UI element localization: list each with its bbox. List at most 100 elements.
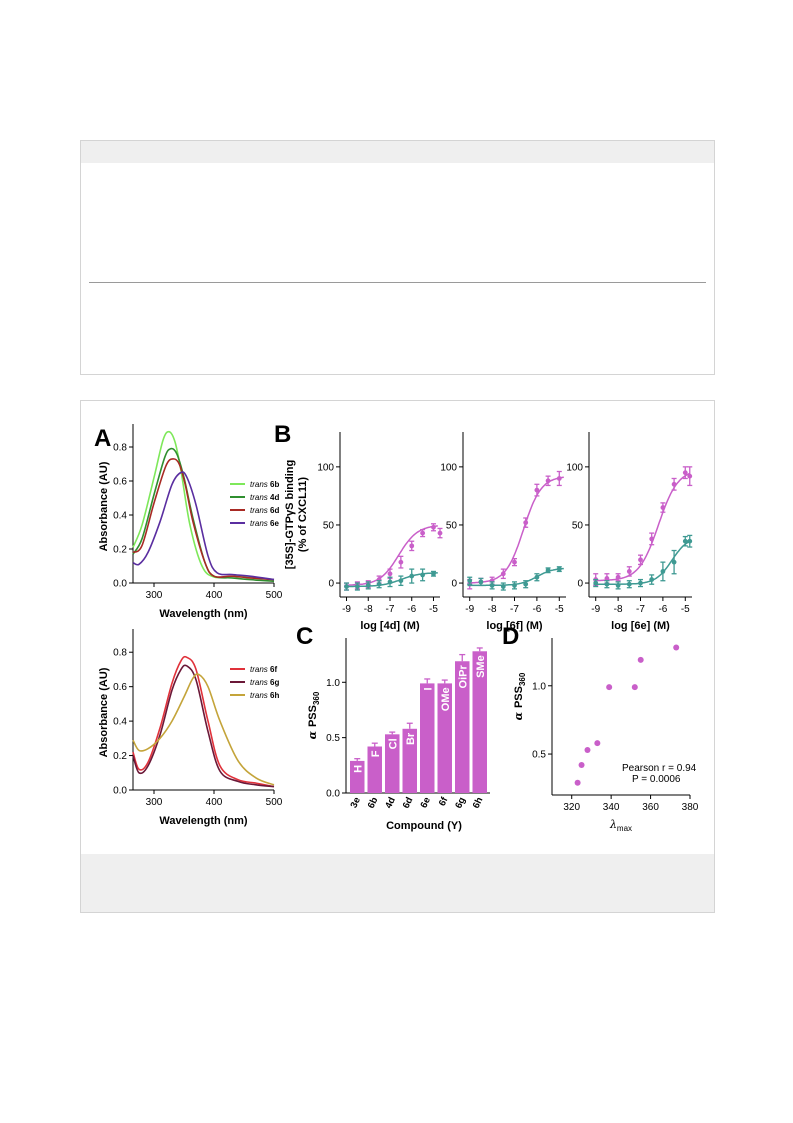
binding-chart-B3: 0 50 100 -9 -8 -7 -6 -5 log [6e] (M) — [566, 432, 693, 632]
data-point — [545, 567, 551, 573]
x-tick-label: -5 — [555, 604, 564, 615]
bar-substituent-label: OMe — [440, 687, 452, 711]
y-tick-label: 50 — [323, 520, 335, 531]
data-point — [615, 574, 621, 580]
bar-6h — [472, 651, 487, 793]
legend-label-4d: trans 4d — [250, 493, 279, 502]
x-axis-title: log [4d] (M) — [360, 620, 420, 632]
x-tick-label: -7 — [510, 604, 519, 615]
data-point — [593, 580, 599, 586]
spectrum-chart-A-top: 0.0 0.2 0.4 0.6 0.8 300 400 500 Wavelength (nm) A… — [98, 424, 283, 620]
data-point — [365, 582, 371, 588]
y-tick-label: 0.8 — [113, 443, 127, 454]
y-tick-label: 0.8 — [113, 648, 127, 659]
spectrum-line-6e — [132, 471, 275, 581]
y-tick-label: 0.6 — [113, 477, 127, 488]
bar-substituent-label: I — [422, 687, 434, 690]
spectrum-line-6d — [132, 458, 275, 581]
pearson-r-label: Pearson r = 0.94 — [622, 763, 697, 774]
y-tick-label: 0.5 — [532, 750, 546, 761]
scatter-point — [606, 684, 613, 691]
x-tick-label: 500 — [266, 590, 283, 601]
data-point — [649, 577, 655, 582]
legend-label-6h: trans 6h — [250, 691, 279, 700]
x-tick-label: -5 — [681, 604, 690, 615]
bar-6b — [367, 746, 382, 793]
y-tick-label: 1.0 — [326, 678, 340, 689]
data-point — [512, 582, 517, 588]
legend-label-6g: trans 6g — [250, 678, 279, 687]
data-point — [534, 487, 540, 493]
y-tick-label: 0.0 — [113, 579, 127, 590]
caption-box — [80, 140, 715, 375]
x-tick-label: -8 — [488, 604, 497, 615]
x-tick-label: 380 — [682, 802, 699, 813]
x-tick-label: 6e — [419, 796, 433, 810]
data-point — [687, 538, 693, 544]
panel-label-b: B — [274, 421, 291, 448]
y-tick-label: 0.0 — [326, 789, 340, 800]
data-point — [387, 579, 393, 585]
data-point — [687, 473, 693, 479]
binding-chart-B2: 0 50 100 -9 -8 -7 -6 -5 log [6f] (M) — [440, 432, 566, 632]
scatter-chart-d: 0.5 1.0 320 340 360 380 λmax α PSS360 — [512, 638, 699, 833]
spectrum-line-6h — [132, 673, 275, 786]
fit-curve-magenta — [467, 476, 564, 584]
legend-label-6d: trans 6d — [250, 506, 279, 515]
data-point — [523, 520, 529, 526]
bar-6g — [455, 661, 470, 793]
y-tick-label: 0.5 — [326, 733, 340, 744]
data-point — [534, 574, 540, 580]
data-point — [604, 581, 610, 587]
y-tick-label: 1.0 — [532, 681, 546, 692]
y-axis-title: α PSS360 — [306, 691, 321, 739]
y-tick-label: 50 — [572, 520, 584, 531]
x-axis-title: λmax — [609, 818, 632, 833]
y-axis-title: Absorbance (AU) — [98, 461, 110, 551]
x-tick-label: 6f — [437, 795, 451, 808]
bar-substituent-label: F — [370, 750, 382, 757]
x-tick-label: 4d — [383, 795, 398, 810]
y-tick-label: 0 — [577, 579, 583, 590]
scatter-point — [637, 656, 644, 663]
scatter-point — [584, 746, 591, 753]
data-point — [523, 581, 529, 587]
legend-label-6f: trans 6f — [250, 665, 277, 674]
bar-6f — [437, 683, 452, 793]
data-point — [437, 530, 443, 536]
data-point — [545, 478, 551, 484]
data-point — [660, 569, 666, 574]
bar-substituent-label: Cl — [387, 738, 399, 749]
data-point — [500, 584, 506, 589]
data-point — [489, 582, 495, 588]
bar-3e — [350, 760, 365, 793]
data-point — [387, 571, 393, 577]
bar-substituent-label: H — [352, 765, 364, 773]
spectrum-chart-A-bottom: 0.0 0.2 0.4 0.6 0.8 300 400 500 Wavelength (nm) A… — [98, 629, 283, 827]
bar-substituent-label: OiPr — [457, 665, 469, 689]
scatter-point — [578, 761, 585, 768]
x-tick-label: 6d — [401, 795, 416, 810]
y-tick-label: 0 — [328, 579, 334, 590]
panel-label-c: C — [296, 623, 313, 650]
data-point — [615, 582, 621, 588]
x-tick-label: -8 — [364, 604, 373, 615]
x-tick-label: -6 — [407, 604, 416, 615]
data-point — [478, 579, 484, 585]
y-tick-label: 100 — [317, 462, 334, 473]
data-point — [671, 559, 677, 565]
data-point — [409, 543, 415, 549]
data-point — [671, 481, 677, 487]
bar-substituent-label: SMe — [475, 655, 487, 678]
panel-label-a: A — [94, 425, 111, 452]
y-axis-title: Absorbance (AU) — [98, 667, 110, 757]
y-tick-label: 0.2 — [113, 545, 127, 556]
figure-footer — [81, 854, 714, 912]
x-tick-label: 6h — [471, 795, 486, 810]
bar-chart-c: 0.0 0.5 1.0 H 3e F 6b Cl 4d Br 6d I 6e OMe 6f OiPr 6g SMe… — [306, 638, 490, 832]
y-axis-title: α PSS360 — [512, 672, 527, 720]
data-point — [638, 557, 643, 563]
x-tick-label: -7 — [636, 604, 645, 615]
